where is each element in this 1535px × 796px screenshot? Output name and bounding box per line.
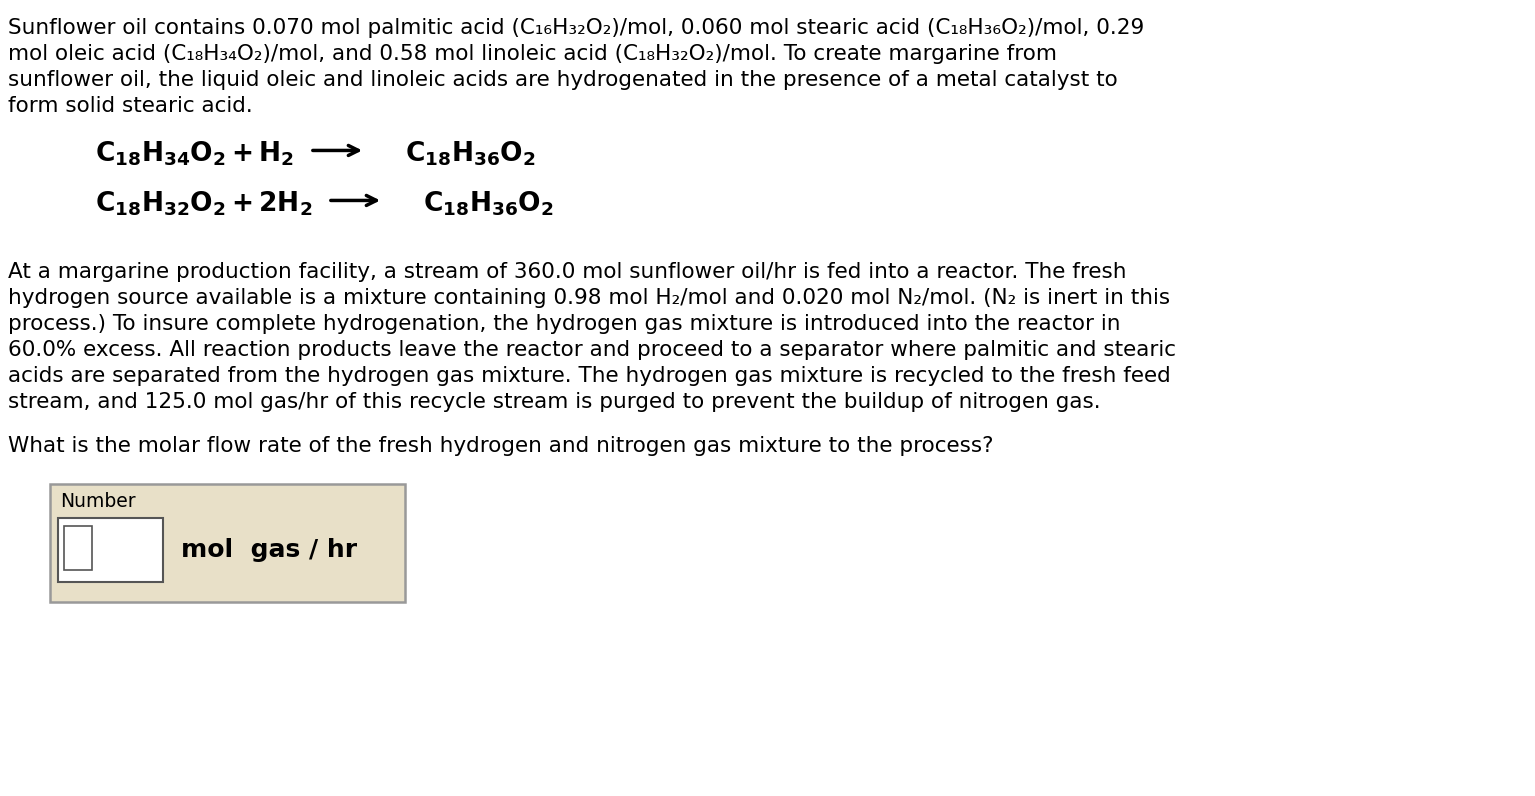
Text: $\mathbf{C_{18}H_{36}O_2}$: $\mathbf{C_{18}H_{36}O_2}$ <box>405 140 536 169</box>
Text: form solid stearic acid.: form solid stearic acid. <box>8 96 253 116</box>
Text: hydrogen source available is a mixture containing 0.98 mol H₂/mol and 0.020 mol : hydrogen source available is a mixture c… <box>8 288 1170 308</box>
Text: sunflower oil, the liquid oleic and linoleic acids are hydrogenated in the prese: sunflower oil, the liquid oleic and lino… <box>8 70 1117 90</box>
Text: process.) To insure complete hydrogenation, the hydrogen gas mixture is introduc: process.) To insure complete hydrogenati… <box>8 314 1121 334</box>
FancyBboxPatch shape <box>51 484 405 602</box>
Text: $\mathbf{C_{18}H_{32}O_2 + 2H_2}$: $\mathbf{C_{18}H_{32}O_2 + 2H_2}$ <box>95 190 313 218</box>
Text: Sunflower oil contains 0.070 mol palmitic acid (C₁₆H₃₂O₂)/mol, 0.060 mol stearic: Sunflower oil contains 0.070 mol palmiti… <box>8 18 1144 38</box>
Text: $\mathbf{C_{18}H_{34}O_2 + H_2}$: $\mathbf{C_{18}H_{34}O_2 + H_2}$ <box>95 140 295 169</box>
Text: Number: Number <box>60 492 135 511</box>
FancyBboxPatch shape <box>58 518 163 582</box>
Text: What is the molar flow rate of the fresh hydrogen and nitrogen gas mixture to th: What is the molar flow rate of the fresh… <box>8 436 993 456</box>
Text: $\mathbf{C_{18}H_{36}O_2}$: $\mathbf{C_{18}H_{36}O_2}$ <box>424 190 554 218</box>
FancyBboxPatch shape <box>64 526 92 570</box>
Text: stream, and 125.0 mol gas/hr of this recycle stream is purged to prevent the bui: stream, and 125.0 mol gas/hr of this rec… <box>8 392 1101 412</box>
Text: mol oleic acid (C₁₈H₃₄O₂)/mol, and 0.58 mol linoleic acid (C₁₈H₃₂O₂)/mol. To cre: mol oleic acid (C₁₈H₃₄O₂)/mol, and 0.58 … <box>8 44 1058 64</box>
Text: acids are separated from the hydrogen gas mixture. The hydrogen gas mixture is r: acids are separated from the hydrogen ga… <box>8 366 1171 386</box>
Text: 60.0% excess. All reaction products leave the reactor and proceed to a separator: 60.0% excess. All reaction products leav… <box>8 340 1176 360</box>
Text: mol  gas / hr: mol gas / hr <box>181 538 358 562</box>
Text: At a margarine production facility, a stream of 360.0 mol sunflower oil/hr is fe: At a margarine production facility, a st… <box>8 262 1127 282</box>
